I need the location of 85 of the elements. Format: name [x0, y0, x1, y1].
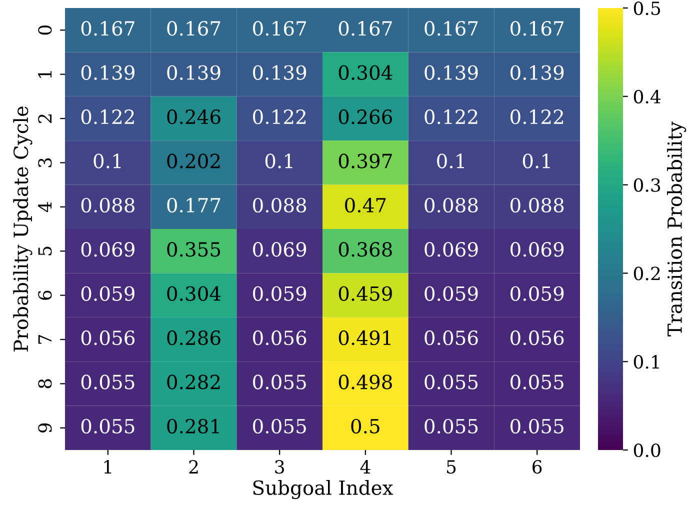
data-label: 0.055 [510, 418, 564, 434]
y-tick-label: 9 [38, 423, 52, 433]
y-tick-label: 5 [38, 246, 52, 256]
data-label: 0.122 [81, 109, 134, 124]
y-axis-title: Probability Update Cycle [13, 106, 32, 352]
data-label: 0.056 [510, 330, 564, 346]
data-label: 0.397 [338, 154, 392, 168]
y-tick-label: 4 [38, 202, 52, 212]
color-bar-label: 0.2 [634, 266, 660, 280]
data-label: 0.5 [351, 418, 380, 434]
data-label: 0.202 [167, 154, 220, 168]
color-bar-label: 0.3 [634, 178, 660, 192]
data-label: 0.055 [424, 418, 478, 434]
data-label: 0.304 [338, 65, 392, 80]
data-label: 0.088 [424, 198, 478, 213]
data-label: 0.055 [424, 374, 478, 390]
data-label: 0.088 [81, 198, 134, 213]
data-label: 0.069 [510, 242, 564, 257]
data-label: 0.368 [338, 242, 392, 257]
data-label: 0.069 [424, 242, 478, 257]
color-bar-label: 0.4 [634, 90, 661, 104]
data-label: 0.056 [253, 330, 306, 346]
data-label: 0.355 [167, 242, 220, 257]
data-label: 0.167 [510, 21, 564, 36]
data-label: 0.1 [437, 154, 464, 168]
data-label: 0.167 [167, 21, 220, 36]
x-tick-label: 1 [104, 460, 112, 474]
data-label: 0.1 [265, 154, 292, 168]
data-label: 0.122 [253, 109, 306, 124]
data-label: 0.1 [522, 154, 550, 168]
data-label: 0.055 [253, 374, 306, 390]
data-label: 0.47 [345, 198, 386, 213]
data-label: 0.167 [424, 21, 478, 36]
data-label: 0.055 [81, 374, 134, 390]
data-label: 0.167 [338, 21, 392, 36]
data-label: 0.122 [510, 109, 564, 124]
x-tick-label: 2 [189, 460, 198, 474]
data-label: 0.281 [167, 418, 219, 434]
x-axis-title: Subgoal Index [253, 480, 394, 500]
data-label: 0.055 [253, 418, 306, 434]
data-label: 0.088 [510, 198, 564, 213]
data-label: 0.167 [81, 21, 134, 36]
data-label: 0.167 [253, 21, 306, 36]
data-label: 0.122 [424, 109, 478, 124]
y-tick-label: 7 [38, 335, 52, 344]
y-tick-label: 3 [38, 158, 52, 168]
y-tick-label: 1 [38, 71, 52, 78]
x-tick-label: 5 [447, 460, 456, 474]
data-label: 0.282 [167, 374, 220, 390]
data-label: 0.266 [338, 109, 392, 124]
y-tick-label: 8 [38, 379, 52, 388]
data-label: 0.139 [167, 65, 220, 80]
data-label: 0.177 [167, 198, 220, 213]
x-tick-label: 6 [532, 460, 542, 474]
data-label: 0.059 [81, 286, 134, 301]
data-label: 0.139 [81, 65, 134, 80]
data-label: 0.139 [424, 65, 478, 80]
data-label: 0.056 [424, 330, 478, 346]
data-label: 0.498 [338, 374, 392, 390]
data-label: 0.304 [167, 286, 221, 301]
y-tick-label: 0 [38, 26, 52, 35]
data-label: 0.059 [424, 286, 478, 301]
x-tick-label: 3 [275, 460, 284, 474]
data-label: 0.459 [338, 286, 392, 301]
data-label: 0.059 [253, 286, 306, 301]
data-label: 0.069 [81, 242, 134, 257]
data-label: 0.059 [510, 286, 564, 301]
data-label: 0.491 [338, 330, 390, 346]
data-label: 0.055 [510, 374, 564, 390]
color-bar-title: Transition Probability [666, 122, 686, 336]
data-label: 0.056 [81, 330, 135, 346]
x-tick-label: 4 [360, 460, 370, 474]
data-label: 0.139 [253, 65, 306, 80]
y-tick-label: 6 [38, 290, 52, 300]
data-label: 0.1 [94, 154, 121, 168]
color-bar-label: 0.0 [634, 443, 660, 458]
color-bar-label: 0.1 [634, 355, 659, 369]
data-label: 0.069 [253, 242, 306, 257]
data-label: 0.246 [167, 109, 220, 124]
y-tick-label: 2 [38, 114, 52, 124]
data-label: 0.286 [167, 330, 220, 346]
color-bar-label: 0.5 [634, 1, 660, 16]
data-label: 0.088 [253, 198, 306, 213]
data-label: 0.055 [81, 418, 134, 434]
data-label: 0.139 [510, 65, 564, 80]
